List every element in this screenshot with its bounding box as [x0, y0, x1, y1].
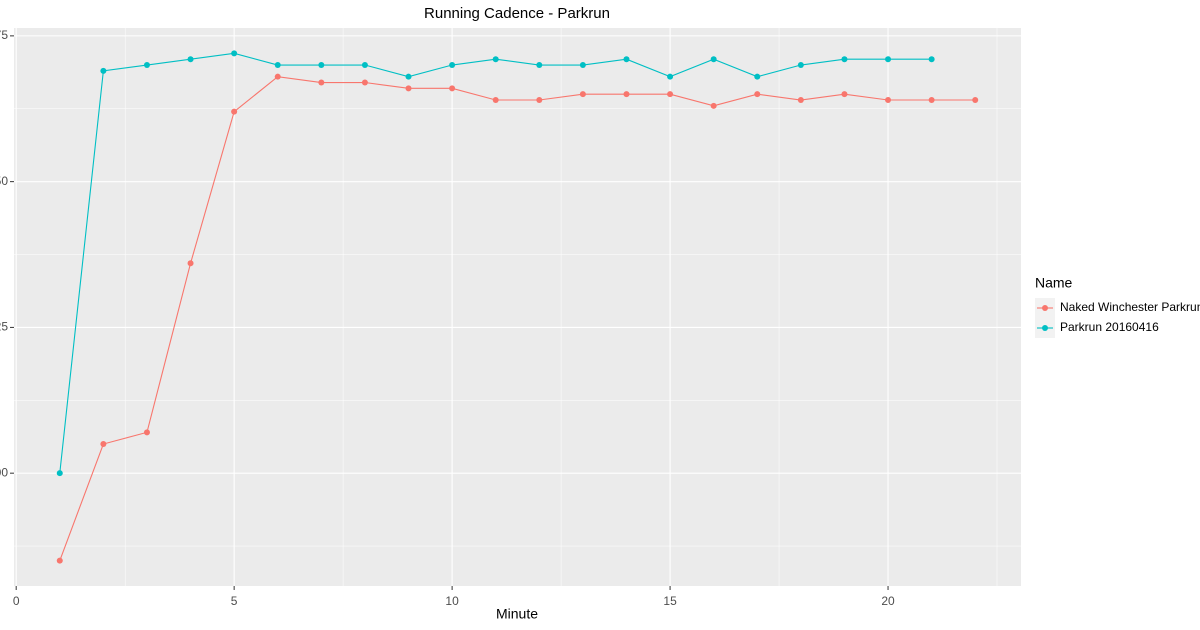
data-point — [841, 56, 848, 63]
data-point — [143, 429, 150, 436]
data-point — [56, 470, 63, 477]
x-tick-label: 10 — [445, 594, 459, 608]
y-tick-label: 150 — [0, 174, 8, 188]
x-tick-label: 5 — [231, 594, 238, 608]
legend-label: Parkrun 20160416 — [1060, 320, 1159, 334]
panel-background — [14, 28, 1021, 586]
plot-area — [14, 28, 1021, 586]
data-point — [492, 56, 499, 63]
data-point — [100, 441, 107, 448]
legend-key-point — [1042, 325, 1048, 331]
data-point — [885, 56, 892, 63]
data-point — [928, 97, 935, 104]
data-point — [928, 56, 935, 63]
legend-key-point — [1042, 305, 1048, 311]
data-point — [274, 62, 281, 69]
data-point — [361, 62, 368, 69]
x-axis-title: Minute — [496, 606, 538, 622]
y-tick-label: 175 — [0, 28, 8, 42]
data-point — [885, 97, 892, 104]
x-tick-label: 20 — [881, 594, 895, 608]
data-point — [143, 62, 150, 69]
y-tick-label: 100 — [0, 465, 8, 479]
data-point — [231, 50, 238, 57]
data-point — [492, 97, 499, 104]
data-point — [667, 73, 674, 80]
data-point — [449, 85, 456, 92]
data-point — [274, 73, 281, 80]
data-point — [623, 56, 630, 63]
x-tick-label: 0 — [13, 594, 20, 608]
data-point — [187, 56, 194, 63]
data-point — [187, 260, 194, 267]
data-point — [100, 67, 107, 74]
data-point — [579, 62, 586, 69]
y-tick-label: 125 — [0, 320, 8, 334]
legend-label: Naked Winchester Parkrun — [1060, 300, 1200, 314]
data-point — [579, 91, 586, 98]
data-point — [710, 56, 717, 63]
series-line — [59, 76, 976, 561]
data-point — [56, 557, 63, 564]
data-point — [797, 97, 804, 104]
data-point — [318, 79, 325, 86]
data-point — [449, 62, 456, 69]
x-tick-label: 15 — [663, 594, 677, 608]
data-point — [797, 62, 804, 69]
chart-title: Running Cadence - Parkrun — [424, 5, 610, 22]
data-point — [710, 102, 717, 109]
data-point — [972, 97, 979, 104]
data-point — [231, 108, 238, 115]
data-point — [405, 85, 412, 92]
data-point — [667, 91, 674, 98]
data-point — [536, 62, 543, 69]
data-point — [623, 91, 630, 98]
data-point — [754, 73, 761, 80]
data-point — [405, 73, 412, 80]
data-point — [318, 62, 325, 69]
data-point — [536, 97, 543, 104]
legend-title: Name — [1035, 275, 1073, 291]
data-point — [841, 91, 848, 98]
data-point — [361, 79, 368, 86]
data-point — [754, 91, 761, 98]
